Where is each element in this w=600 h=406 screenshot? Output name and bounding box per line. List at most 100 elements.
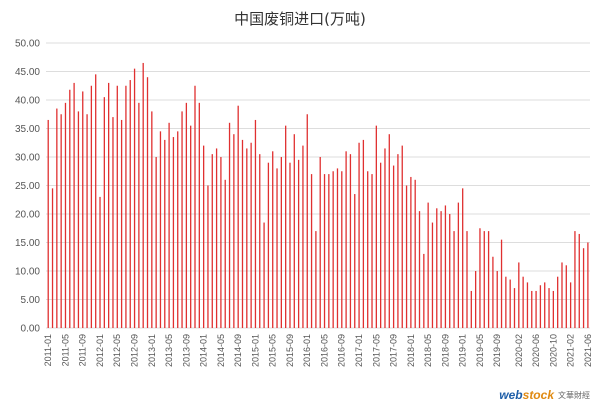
x-tick-label: 2014-05 [216, 334, 226, 367]
bar [151, 111, 153, 329]
bar [142, 62, 144, 328]
bar [431, 222, 434, 328]
bar [423, 253, 425, 328]
bar [358, 142, 360, 328]
grid-layer [46, 42, 590, 329]
bar [103, 97, 105, 329]
bar [194, 85, 196, 328]
watermark-cn-text: 文華財經 [558, 390, 590, 400]
bar [99, 196, 101, 328]
bar [69, 89, 71, 329]
x-tick-label: 2018-05 [423, 334, 433, 367]
bar [384, 148, 386, 328]
y-tick-label: 40.00 [15, 96, 40, 107]
bar [224, 179, 226, 328]
x-axis: 2011-01 2011-05 2011-09 2012-01 2012-05 2012-… [43, 334, 593, 367]
bar [582, 248, 585, 328]
y-tick-label: 5.00 [21, 295, 41, 306]
x-tick-label: 2021-06 [583, 334, 593, 367]
bar [544, 282, 546, 328]
bar [228, 122, 231, 328]
bar [427, 202, 429, 328]
bar [388, 134, 390, 328]
bar [168, 122, 170, 328]
bar [474, 271, 477, 328]
y-tick-label: 35.00 [15, 124, 40, 135]
bar [574, 231, 576, 328]
x-tick-label: 2011-09 [78, 334, 88, 366]
bar [410, 176, 412, 328]
y-tick-label: 10.00 [15, 267, 40, 278]
bar [328, 174, 330, 328]
x-tick-label: 2021-02 [566, 334, 576, 367]
x-tick-label: 2011-01 [43, 334, 53, 366]
bar [561, 262, 563, 328]
bar [133, 68, 136, 329]
x-tick-label: 2015-05 [268, 334, 278, 367]
bar [345, 151, 347, 328]
bar [522, 276, 524, 328]
x-tick-label: 2020-02 [514, 334, 524, 367]
x-tick-label: 2014-09 [233, 334, 243, 367]
bar [289, 162, 291, 328]
bar [306, 114, 308, 328]
y-tick-label: 45.00 [15, 67, 40, 78]
x-tick-label: 2012-05 [112, 334, 122, 367]
bar [332, 171, 334, 328]
bar [405, 185, 408, 328]
x-tick-label: 2020-06 [531, 334, 541, 367]
bar [483, 231, 485, 328]
bar [557, 276, 559, 328]
bar [509, 279, 511, 328]
bar [95, 74, 97, 328]
bar [297, 159, 300, 328]
bar [177, 131, 179, 328]
bar [500, 239, 503, 328]
x-tick-label: 2018-01 [406, 334, 416, 367]
bar [371, 174, 373, 328]
y-tick-label: 15.00 [15, 238, 40, 249]
bar [125, 85, 127, 328]
bar [293, 134, 295, 328]
watermark-brand: webstock [499, 388, 554, 402]
x-tick-label: 2011-05 [60, 334, 70, 366]
bar [414, 179, 416, 328]
bar [492, 256, 494, 328]
bar [146, 77, 149, 328]
bar [513, 288, 516, 328]
bar [336, 168, 339, 328]
bar [578, 233, 580, 328]
bar [354, 194, 356, 328]
bar [457, 202, 460, 328]
bar [397, 154, 399, 328]
bar [259, 154, 261, 328]
y-tick-label: 30.00 [15, 153, 40, 164]
bar [526, 282, 529, 328]
bar [479, 228, 481, 328]
bar [310, 174, 313, 328]
bar [535, 290, 537, 328]
chart-title: 中国废铜进口(万吨) [234, 10, 366, 28]
x-tick-label: 2013-09 [181, 334, 191, 367]
bar [86, 114, 88, 328]
x-tick-label: 2013-01 [147, 334, 157, 367]
bar [263, 222, 265, 328]
bar [155, 157, 157, 328]
bar [280, 157, 282, 328]
bar [466, 231, 468, 328]
bar [341, 171, 343, 328]
bar [569, 282, 572, 328]
bar [587, 242, 589, 328]
bar [285, 125, 287, 329]
bar [449, 214, 451, 328]
watermark-logo: webstock 文華財經 [499, 388, 590, 402]
bar [539, 285, 542, 328]
bar [198, 102, 200, 328]
bar [159, 131, 162, 328]
bar [505, 276, 507, 328]
bar [233, 134, 235, 328]
bar [211, 154, 213, 328]
x-tick-label: 2019-09 [492, 334, 502, 367]
bar [531, 290, 533, 328]
bar [73, 82, 75, 329]
